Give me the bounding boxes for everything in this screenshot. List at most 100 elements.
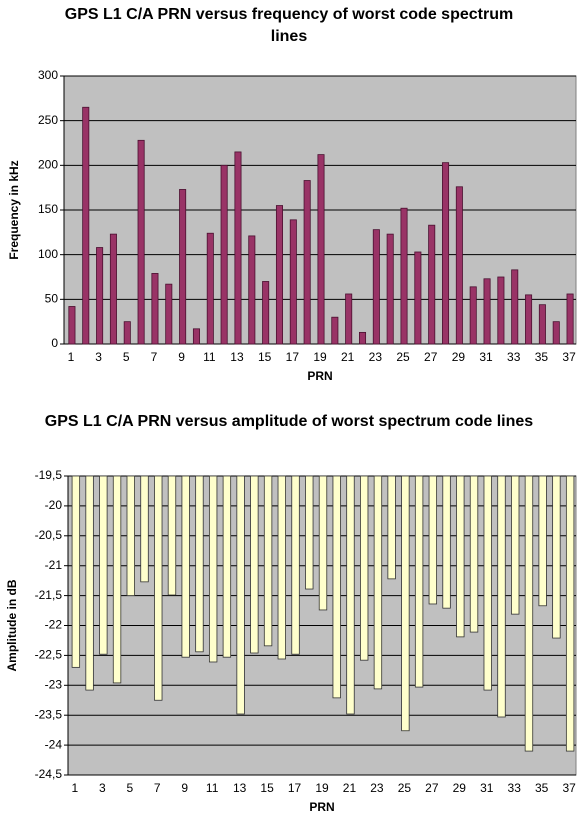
- x-tick-label: 1: [72, 781, 79, 795]
- bar: [222, 475, 232, 658]
- x-tick-label: 3: [95, 350, 102, 364]
- bar: [360, 475, 369, 661]
- bar: [303, 180, 311, 345]
- bar: [469, 475, 479, 633]
- bar: [206, 232, 214, 345]
- bar: [332, 475, 341, 699]
- bar: [234, 151, 242, 345]
- bar: [167, 475, 177, 596]
- y-tick-label: -21: [45, 558, 63, 572]
- bar: [456, 475, 465, 638]
- bar: [538, 475, 547, 607]
- bar: [82, 106, 90, 345]
- x-tick-label: 9: [181, 781, 188, 795]
- x-tick-label: 11: [206, 781, 219, 795]
- bar: [277, 475, 286, 660]
- bar: [220, 164, 228, 345]
- y-axis-title: Amplitude in dB: [5, 579, 19, 671]
- bar: [250, 475, 259, 654]
- bar: [552, 475, 561, 639]
- x-tick-label: 13: [230, 350, 244, 364]
- bar: [140, 475, 149, 583]
- bar: [195, 475, 204, 653]
- x-tick-label: 35: [535, 350, 549, 364]
- bar: [151, 273, 159, 345]
- bar: [373, 475, 383, 690]
- y-tick-label: 150: [38, 202, 58, 216]
- x-tick-label: 15: [260, 781, 274, 795]
- x-tick-label: 29: [452, 350, 466, 364]
- bar: [511, 269, 519, 345]
- bar: [428, 475, 438, 605]
- bar: [208, 475, 218, 663]
- bar: [386, 233, 394, 345]
- y-tick-label: 0: [51, 336, 58, 350]
- bar: [387, 475, 396, 580]
- chart-title: GPS L1 C/A PRN versus frequency of worst…: [0, 4, 578, 48]
- bar: [85, 475, 94, 691]
- bar: [126, 475, 135, 596]
- x-tick-label: 7: [154, 781, 161, 795]
- y-tick-label: -19,5: [35, 468, 63, 482]
- x-axis-title: PRN: [307, 369, 332, 383]
- bar: [497, 276, 505, 345]
- y-tick-label: -24,5: [35, 767, 63, 781]
- x-tick-label: 25: [398, 781, 412, 795]
- bar: [179, 189, 187, 345]
- bar: [469, 286, 477, 345]
- x-tick-label: 15: [258, 350, 272, 364]
- bar: [96, 247, 104, 345]
- x-tick-label: 23: [370, 781, 384, 795]
- bar: [112, 475, 122, 684]
- x-tick-label: 21: [341, 350, 355, 364]
- bar: [109, 233, 117, 345]
- bar: [428, 224, 436, 345]
- y-axis-title: Frequency in kHz: [7, 160, 21, 259]
- bar: [262, 281, 270, 345]
- x-tick-label: 27: [424, 350, 438, 364]
- bar: [414, 251, 422, 345]
- y-tick-label: -23: [45, 677, 63, 691]
- bar: [345, 293, 353, 345]
- bar: [511, 475, 520, 615]
- bar: [401, 475, 410, 732]
- bar: [455, 186, 463, 345]
- bar: [552, 321, 560, 345]
- bar: [538, 304, 546, 345]
- bar: [483, 278, 491, 345]
- x-tick-label: 35: [535, 781, 549, 795]
- y-tick-label: -21,5: [35, 588, 63, 602]
- y-tick-label: -22: [45, 618, 63, 632]
- y-tick-label: 100: [38, 247, 58, 261]
- bar: [305, 475, 314, 590]
- x-tick-label: 37: [562, 350, 576, 364]
- bar: [289, 219, 297, 345]
- bar: [358, 331, 367, 345]
- x-tick-label: 37: [562, 781, 576, 795]
- bar: [137, 139, 145, 345]
- bar: [275, 205, 284, 345]
- x-tick-label: 17: [286, 350, 300, 364]
- bar: [497, 475, 506, 718]
- x-tick-label: 33: [508, 781, 522, 795]
- x-tick-label: 9: [178, 350, 185, 364]
- bar: [99, 475, 108, 655]
- bar: [248, 235, 256, 345]
- x-tick-label: 13: [233, 781, 247, 795]
- title-text: GPS L1 C/A PRN versus frequency of worst…: [64, 6, 514, 45]
- x-tick-label: 11: [203, 350, 216, 364]
- y-tick-label: 50: [45, 292, 59, 306]
- bar: [442, 162, 450, 345]
- x-tick-label: 19: [313, 350, 327, 364]
- x-tick-label: 7: [151, 350, 158, 364]
- bar: [483, 475, 492, 691]
- x-tick-label: 21: [343, 781, 357, 795]
- x-axis-title: PRN: [309, 800, 334, 814]
- bar: [71, 475, 81, 668]
- y-tick-label: -23,5: [35, 707, 63, 721]
- x-tick-label: 5: [123, 350, 130, 364]
- chart-title: GPS L1 C/A PRN versus amplitude of worst…: [0, 411, 578, 433]
- bar: [181, 475, 190, 658]
